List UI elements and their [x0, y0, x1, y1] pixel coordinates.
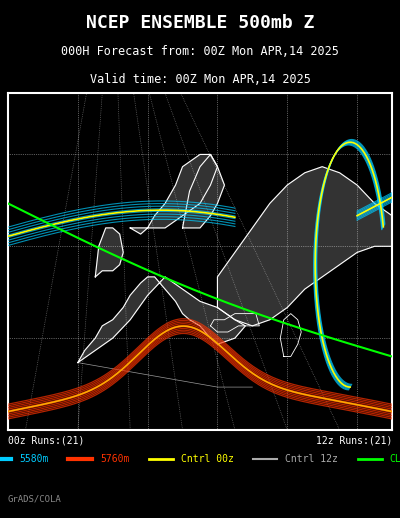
Polygon shape [182, 154, 224, 228]
Text: 000H Forecast from: 00Z Mon APR,14 2025: 000H Forecast from: 00Z Mon APR,14 2025 [61, 45, 339, 57]
Text: 00z Runs:(21): 00z Runs:(21) [8, 436, 84, 446]
Legend: 5580m, 5760m, Cntrl 00z, Cntrl 12z, CLIM: 5580m, 5760m, Cntrl 00z, Cntrl 12z, CLIM [0, 450, 400, 468]
Text: NCEP ENSEMBLE 500mb Z: NCEP ENSEMBLE 500mb Z [86, 14, 314, 32]
Text: GrADS/COLA: GrADS/COLA [8, 495, 62, 504]
Polygon shape [95, 228, 123, 277]
Polygon shape [218, 167, 392, 326]
Polygon shape [78, 277, 245, 363]
Text: Valid time: 00Z Mon APR,14 2025: Valid time: 00Z Mon APR,14 2025 [90, 73, 310, 85]
Text: 12z Runs:(21): 12z Runs:(21) [316, 436, 392, 446]
Polygon shape [130, 154, 218, 234]
